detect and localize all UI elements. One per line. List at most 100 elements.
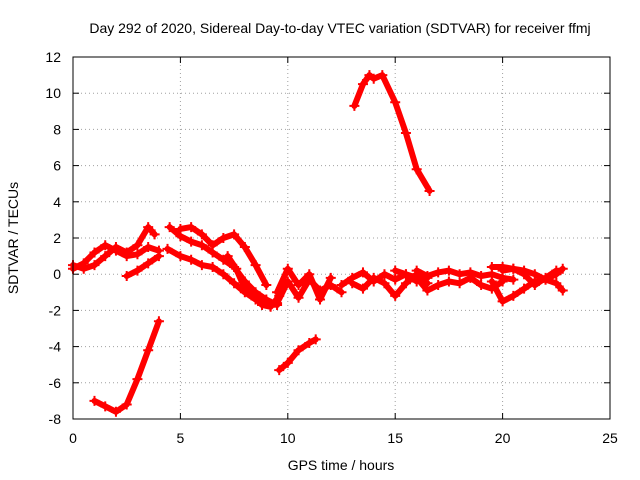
data-point [400,269,411,280]
data-point [121,271,132,282]
data-point [250,260,261,271]
data-point [465,267,476,278]
y-tick-label: 2 [53,230,61,246]
data-point [310,334,321,345]
data-point [424,185,435,196]
data-point [454,278,465,289]
data-series [68,70,568,417]
data-point [265,301,276,312]
data-point [377,70,388,81]
data-point [222,251,233,262]
data-point [175,223,186,234]
data-point [231,263,242,274]
data-point [390,97,401,108]
data-point [540,272,551,283]
data-point [89,395,100,406]
data-point [282,263,293,274]
data-point [248,290,259,301]
data-point [196,229,207,240]
data-point [132,374,143,385]
data-point [143,345,154,356]
x-tick-label: 5 [177,430,185,446]
x-tick-label: 20 [495,430,511,446]
data-point [497,296,508,307]
data-point [529,280,540,291]
data-point [149,229,160,240]
data-point [433,280,444,291]
x-axis-label: GPS time / hours [288,457,395,473]
data-point [443,276,454,287]
data-point [153,316,164,327]
data-point [293,280,304,291]
data-point [304,269,315,280]
data-point [390,274,401,285]
y-tick-label: 10 [45,85,61,101]
data-point [132,265,143,276]
data-point [218,269,229,280]
data-point [143,222,154,233]
data-point [196,260,207,271]
data-point [551,265,562,276]
data-point [257,299,268,310]
data-point [357,283,368,294]
data-point [110,406,121,417]
data-point [497,265,508,276]
data-point [486,261,497,272]
x-tick-label: 10 [280,430,296,446]
x-tick-label: 0 [69,430,77,446]
data-point [476,271,487,282]
data-point [519,283,530,294]
data-point [304,337,315,348]
data-point [476,280,487,291]
data-point [508,274,519,285]
data-point [164,222,175,233]
data-point [229,229,240,240]
data-point [153,251,164,262]
data-point [186,254,197,265]
data-point [89,260,100,271]
y-tick-label: 12 [45,49,61,65]
data-point [196,240,207,251]
series-line-arc-16 [413,267,517,283]
data-point [207,261,218,272]
data-point [347,278,358,289]
data-point [557,263,568,274]
axis-ticks: 0 5 10 15 20 25 -8 -6 -4 -2 0 2 4 6 8 10 12 [45,49,618,446]
data-point [433,267,444,278]
data-point [411,164,422,175]
data-point [272,287,283,298]
y-tick-label: -2 [49,302,62,318]
data-point [186,236,197,247]
y-tick-label: -6 [49,375,62,391]
data-point [443,265,454,276]
y-tick-label: 4 [53,194,61,210]
data-point [207,240,218,251]
y-tick-label: 0 [53,266,61,282]
data-point [121,247,132,258]
data-point [272,298,283,309]
data-point [557,285,568,296]
data-point [239,242,250,253]
data-point [282,357,293,368]
data-point [325,272,336,283]
data-point [132,240,143,251]
data-point [390,290,401,301]
data-point [454,269,465,280]
data-point [400,128,411,139]
y-tick-label: -8 [49,411,62,427]
data-point [143,242,154,253]
data-point [508,290,519,301]
data-point [229,278,240,289]
data-point [89,247,100,258]
y-tick-label: 6 [53,158,61,174]
series-line-arc-4 [123,253,162,279]
data-point [239,283,250,294]
data-point [162,243,173,254]
data-point [368,73,379,84]
data-point [379,278,390,289]
data-point [293,292,304,303]
data-point [132,249,143,260]
grid-lines [73,57,610,419]
y-axis-label: SDTVAR / TECUs [5,182,21,294]
